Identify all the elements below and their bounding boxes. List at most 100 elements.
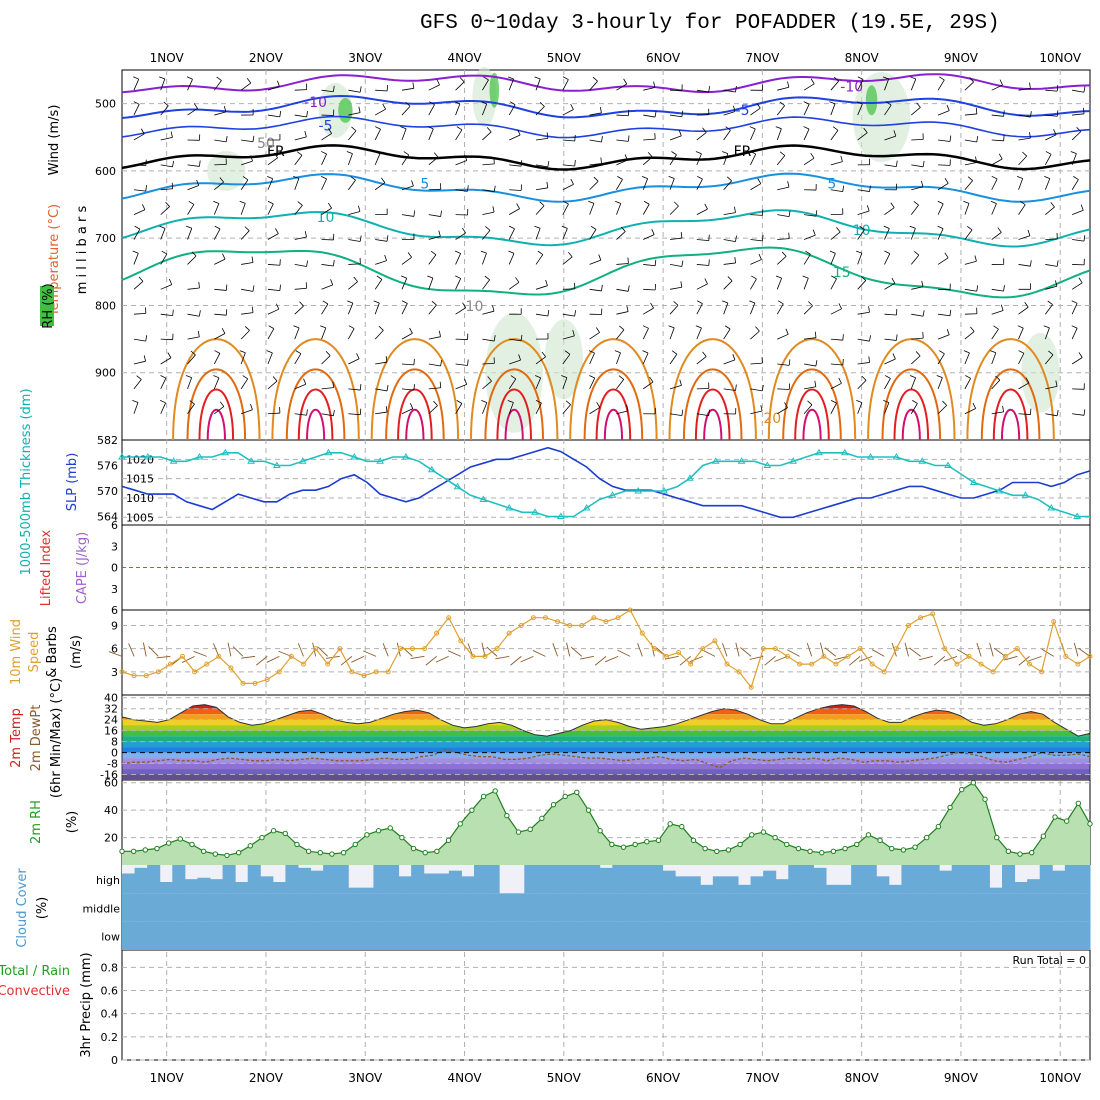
- contour-label: 20: [763, 411, 781, 427]
- wind-barb: [482, 79, 489, 91]
- rh-point: [1005, 848, 1012, 854]
- wind-barb-flag: [563, 200, 569, 205]
- rh-shade: [485, 312, 543, 433]
- cloud-bar-low: [888, 921, 902, 950]
- wind-barb-flag: [190, 350, 196, 356]
- wind-barb-flag: [378, 325, 384, 331]
- cloud-bar-low: [486, 921, 500, 950]
- cloud-bar-high: [939, 870, 953, 894]
- x-tick-label-top: 8NOV: [845, 51, 880, 65]
- wind-barb: [240, 82, 252, 91]
- wind-barb-flag: [949, 309, 952, 316]
- wind-barb-flag: [749, 126, 756, 130]
- wind-barb: [133, 338, 146, 342]
- wind-barb: [803, 404, 813, 415]
- cloud-bar-high: [926, 865, 940, 894]
- wind-barb: [589, 259, 601, 265]
- wind-barb: [1045, 238, 1058, 240]
- temp-y-tick: 8: [111, 736, 118, 749]
- wind-barb: [1018, 155, 1028, 166]
- wind-barb: [777, 407, 788, 415]
- rh-point: [959, 786, 965, 793]
- wind-barb-flag: [386, 384, 389, 392]
- wind-barb-flag: [492, 305, 495, 312]
- wind-speed-point: [228, 665, 234, 671]
- wind-barb: [482, 310, 495, 315]
- wind-barb: [803, 128, 810, 141]
- wind-barb-flag: [508, 250, 515, 254]
- wind-barb-flag: [787, 181, 790, 188]
- cloud-bar-low: [939, 921, 953, 950]
- wind-barb: [723, 262, 736, 265]
- cloud-bar-middle: [687, 893, 701, 922]
- wind-barb: [911, 186, 924, 191]
- cloud-bar-middle: [1077, 893, 1091, 922]
- wind-barb: [723, 239, 736, 242]
- temp-y-tick: 0: [111, 747, 118, 760]
- wind-barb-flag: [588, 350, 595, 354]
- wind-barb-10m: [532, 650, 546, 657]
- wind-barb: [267, 203, 274, 215]
- wind-barb-flag: [909, 375, 916, 379]
- wind-speed-point: [906, 622, 911, 628]
- thickness-marker: [815, 448, 823, 456]
- wind-barb: [589, 80, 598, 91]
- wind-barb-flag: [1029, 111, 1032, 118]
- cloud-bar-high: [398, 876, 412, 894]
- wind-barb: [991, 352, 997, 365]
- wind-barb-flag: [614, 350, 621, 354]
- wind-barb-flag: [946, 329, 950, 335]
- wind-barb-flag: [696, 175, 703, 180]
- isotherm-30: [297, 388, 334, 441]
- rh-axis-label: RH (%): [41, 283, 56, 328]
- rh-shade-high: [865, 85, 878, 116]
- wind-barb-flag: [197, 330, 200, 337]
- rh-y-tick: 60: [104, 777, 118, 790]
- contour-label: 10: [317, 210, 335, 226]
- wind-barb-flag: [574, 310, 577, 317]
- wind-barb: [187, 313, 200, 317]
- wind-speed-point: [990, 669, 996, 675]
- cloud-bar-low: [637, 921, 651, 950]
- wind-barb-flag: [595, 327, 600, 333]
- wind-barb-flag: [188, 200, 195, 205]
- wind-barb: [1018, 327, 1024, 340]
- wind-barb: [616, 139, 629, 142]
- thickness-marker: [505, 504, 514, 511]
- wind-barb-flag: [735, 384, 737, 391]
- x-tick-label-bottom: 1NOV: [150, 1071, 185, 1085]
- wind-barb-flag: [704, 203, 708, 210]
- wind-speed-point: [361, 673, 367, 679]
- wind-speed-point: [434, 630, 440, 636]
- wind-barb-flag: [727, 276, 733, 282]
- wind-barb-flag: [464, 154, 468, 161]
- wind-barb-flag: [574, 134, 576, 142]
- cloud-bar-middle: [235, 893, 249, 922]
- cloud-bar-high: [1064, 865, 1078, 894]
- thickness-marker: [169, 457, 178, 464]
- isotherm-minus10: [121, 94, 1091, 119]
- wind-barb-10m: [142, 642, 147, 657]
- wind-barb: [348, 130, 357, 141]
- wind-barb-10m: [806, 642, 813, 657]
- wind-barb-flag: [304, 130, 307, 138]
- wind-barb: [508, 253, 515, 265]
- wind-barb: [482, 230, 491, 240]
- wind-barb: [857, 229, 865, 240]
- wind-barb-flag: [225, 284, 228, 291]
- wind-speed-point: [216, 653, 222, 659]
- wind-barb-flag: [912, 400, 918, 404]
- wind-barb: [535, 356, 546, 365]
- wind-barb: [160, 313, 173, 317]
- contour-label: FR: [267, 144, 285, 160]
- wind-barb: [214, 333, 226, 340]
- rh-point: [305, 848, 312, 854]
- wind-barb: [616, 203, 622, 215]
- rh-legend-swatch: [40, 286, 54, 326]
- wind-barb-flag: [172, 160, 174, 167]
- wind-barb: [133, 360, 146, 365]
- wind-barb-flag: [777, 300, 784, 305]
- rh-point: [819, 849, 825, 856]
- wind-barb-flag: [627, 285, 630, 292]
- wind-barb-flag: [467, 359, 469, 366]
